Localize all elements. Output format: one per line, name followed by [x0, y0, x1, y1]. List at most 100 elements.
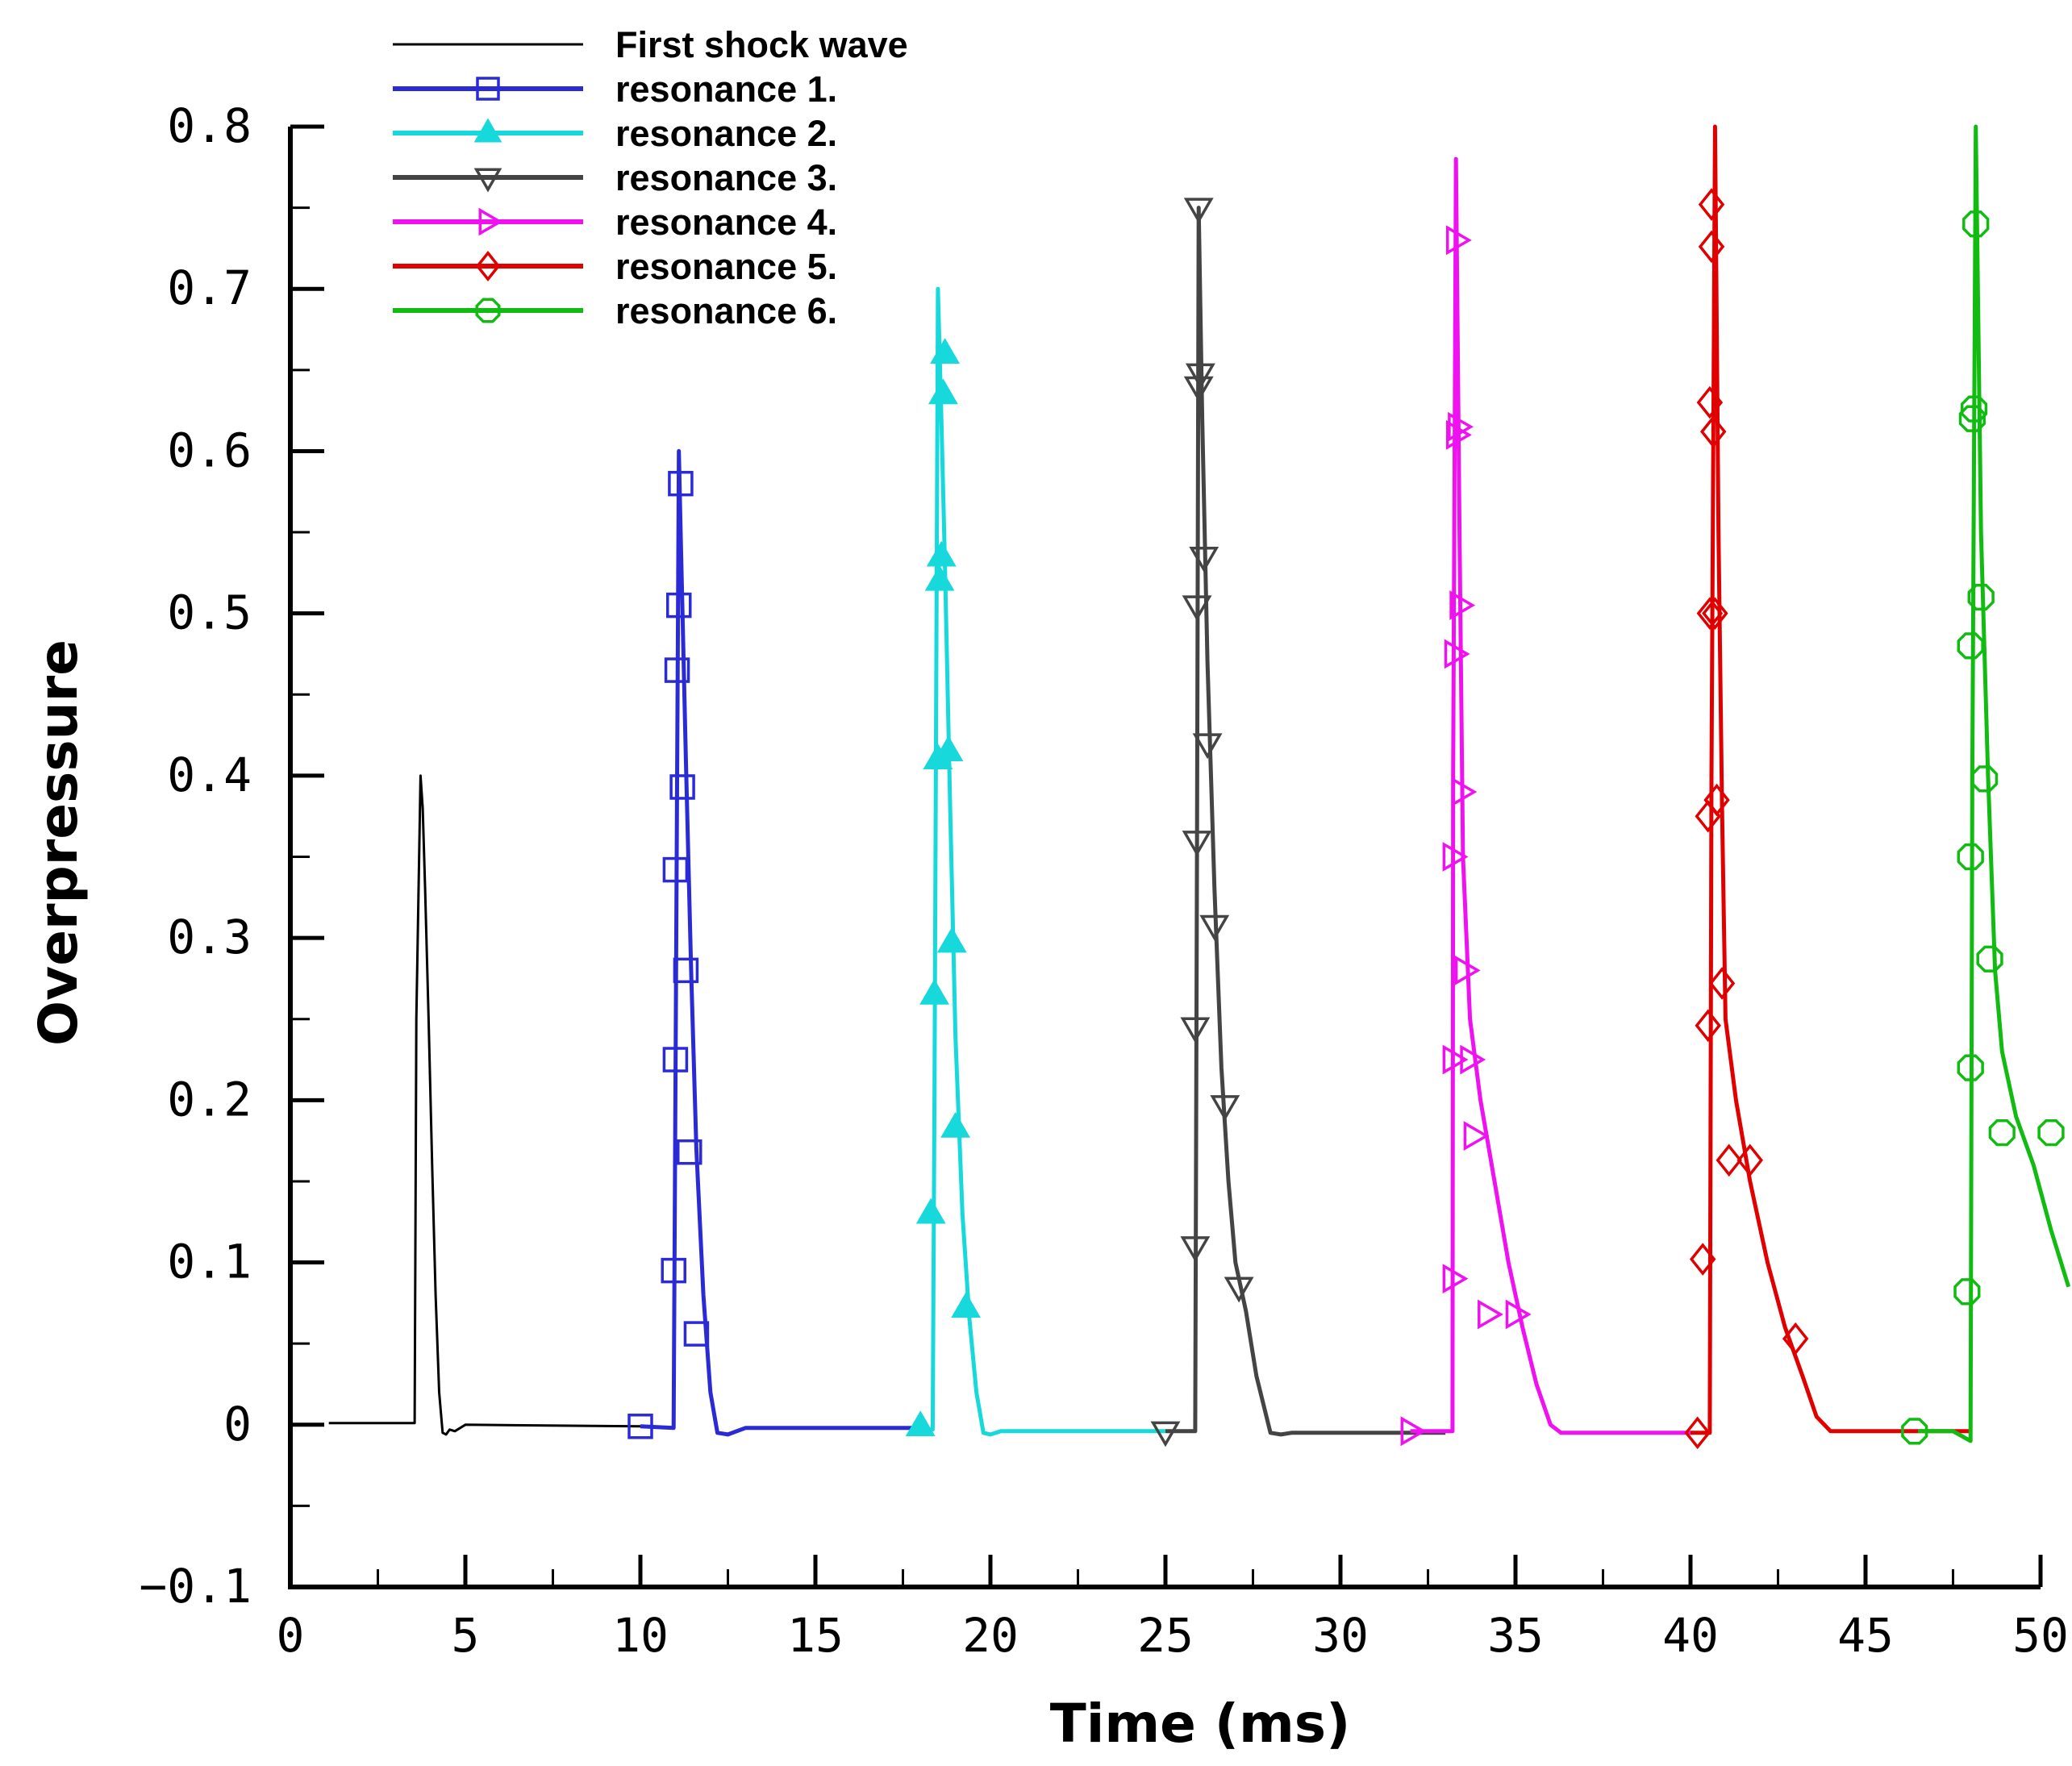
series-4-point-0 [1400, 1416, 1427, 1447]
series-3-point-10 [1199, 914, 1230, 941]
series-3-point-0 [1150, 1421, 1181, 1447]
series-5 [1684, 124, 1971, 1450]
x-tick-label-8: 40 [1662, 1608, 1719, 1663]
legend-label-1: resonance 1. [615, 69, 837, 110]
series-3-point-6 [1183, 198, 1214, 224]
series-2-point-10 [940, 1111, 971, 1138]
series-4-point-8 [1449, 590, 1476, 621]
x-tick-label-6: 30 [1312, 1608, 1369, 1663]
series-5-point-4 [1696, 597, 1724, 630]
series-4-point-12 [1463, 1121, 1490, 1152]
series-4-point-7 [1448, 411, 1474, 442]
legend-entry-1: resonance 1. [393, 69, 837, 110]
series-5-point-10 [1703, 783, 1730, 817]
series-5-point-6 [1698, 188, 1725, 221]
legend-entry-3: resonance 3. [393, 157, 837, 198]
series-5-point-12 [1716, 1143, 1742, 1177]
series-6-point-0 [1901, 1418, 1928, 1445]
series-0 [328, 774, 641, 1436]
x-tick-label-10: 50 [2012, 1608, 2069, 1663]
series-6-point-10 [1976, 945, 2003, 973]
series-5-point-0 [1684, 1416, 1711, 1450]
series-1-point-0 [627, 1414, 653, 1439]
x-tick-label-4: 20 [962, 1608, 1019, 1663]
series-6-point-4 [1957, 632, 1984, 660]
series-3-point-2 [1180, 1017, 1211, 1043]
legend-label-3: resonance 3. [615, 157, 837, 198]
series-2-point-2 [919, 978, 949, 1005]
series-line-4 [1410, 156, 1691, 1435]
series-3-point-9 [1192, 733, 1223, 760]
series-5-point-5 [1696, 385, 1724, 419]
series-5-point-9 [1702, 597, 1728, 630]
series-3-point-12 [1224, 1277, 1254, 1303]
series-5-point-2 [1695, 1009, 1721, 1043]
series-2-point-0 [905, 1410, 936, 1437]
series-1-point-6 [668, 470, 694, 497]
y-tick-label-1: 0 [223, 1397, 252, 1452]
series-6-point-9 [1970, 765, 1999, 793]
series-3-point-5 [1183, 376, 1214, 402]
y-tick-label-0: −0.1 [139, 1559, 252, 1614]
series-4-point-11 [1460, 1044, 1486, 1075]
legend-entry-0: First shock wave [393, 24, 908, 65]
series-6 [1901, 124, 2071, 1445]
y-tick-label-6: 0.5 [167, 585, 252, 640]
y-tick-label-4: 0.3 [167, 910, 252, 964]
series-6-point-6 [1960, 395, 1988, 423]
series-6-point-7 [1962, 210, 1990, 238]
series-4 [1400, 156, 1691, 1447]
legend-marker-4 [478, 207, 503, 236]
series-2-point-4 [924, 564, 955, 591]
series-1-point-5 [665, 592, 692, 619]
series-line-5 [1691, 124, 1971, 1435]
series-3-point-4 [1182, 595, 1212, 622]
series-2-point-11 [951, 1292, 982, 1318]
series-4-point-4 [1444, 639, 1470, 669]
series-5-point-13 [1736, 1143, 1764, 1177]
x-tick-label-7: 35 [1487, 1608, 1544, 1663]
series-3-point-1 [1180, 1236, 1211, 1263]
series-4-point-6 [1445, 225, 1472, 256]
series-4-point-9 [1451, 777, 1478, 807]
series-line-6 [1918, 124, 2071, 1443]
series-2-point-7 [930, 338, 961, 364]
legend-label-6: resonance 6. [615, 290, 837, 331]
series-1-point-9 [677, 1139, 702, 1165]
y-tick-label-8: 0.7 [167, 260, 252, 315]
legend-label-5: resonance 5. [615, 246, 837, 287]
series-5-point-1 [1689, 1243, 1716, 1276]
series-3-point-8 [1189, 546, 1219, 573]
series-3-point-3 [1182, 831, 1212, 856]
series-line-1 [640, 448, 921, 1437]
series-2-point-9 [936, 927, 967, 953]
legend-entry-4: resonance 4. [393, 202, 837, 243]
series-5-point-7 [1698, 230, 1725, 264]
series-line-0 [328, 774, 641, 1436]
x-axis-title: Time (ms) [1050, 1693, 1351, 1755]
series-3-point-7 [1185, 363, 1215, 389]
series-4-point-2 [1442, 1044, 1469, 1075]
legend-entry-5: resonance 5. [393, 246, 837, 287]
axes-layer: 0 5 10 15 20 25 30 35 40 45 50 −0.1 0 0.1 0.2 0.3 0.4 0.5… [139, 98, 2069, 1663]
legend-label-4: resonance 4. [615, 202, 837, 243]
series-5-point-3 [1695, 799, 1721, 833]
legend-marker-2 [473, 118, 502, 143]
legend-marker-5 [475, 250, 501, 282]
legend-marker-3 [473, 168, 502, 193]
series-line-3 [1165, 206, 1446, 1437]
series-1-point-8 [673, 957, 699, 984]
series-2-point-1 [915, 1197, 946, 1224]
series-4-point-1 [1442, 1264, 1469, 1294]
series-5-point-8 [1699, 414, 1727, 448]
y-tick-label-3: 0.2 [167, 1072, 252, 1127]
x-tick-label-2: 10 [612, 1608, 669, 1663]
series-2 [905, 286, 1165, 1437]
series-3 [1150, 198, 1446, 1447]
series-1 [627, 448, 921, 1439]
x-tick-label-5: 25 [1137, 1608, 1194, 1663]
y-axis-title: Overpressure [27, 639, 90, 1046]
y-tick-label-2: 0.1 [167, 1235, 252, 1289]
